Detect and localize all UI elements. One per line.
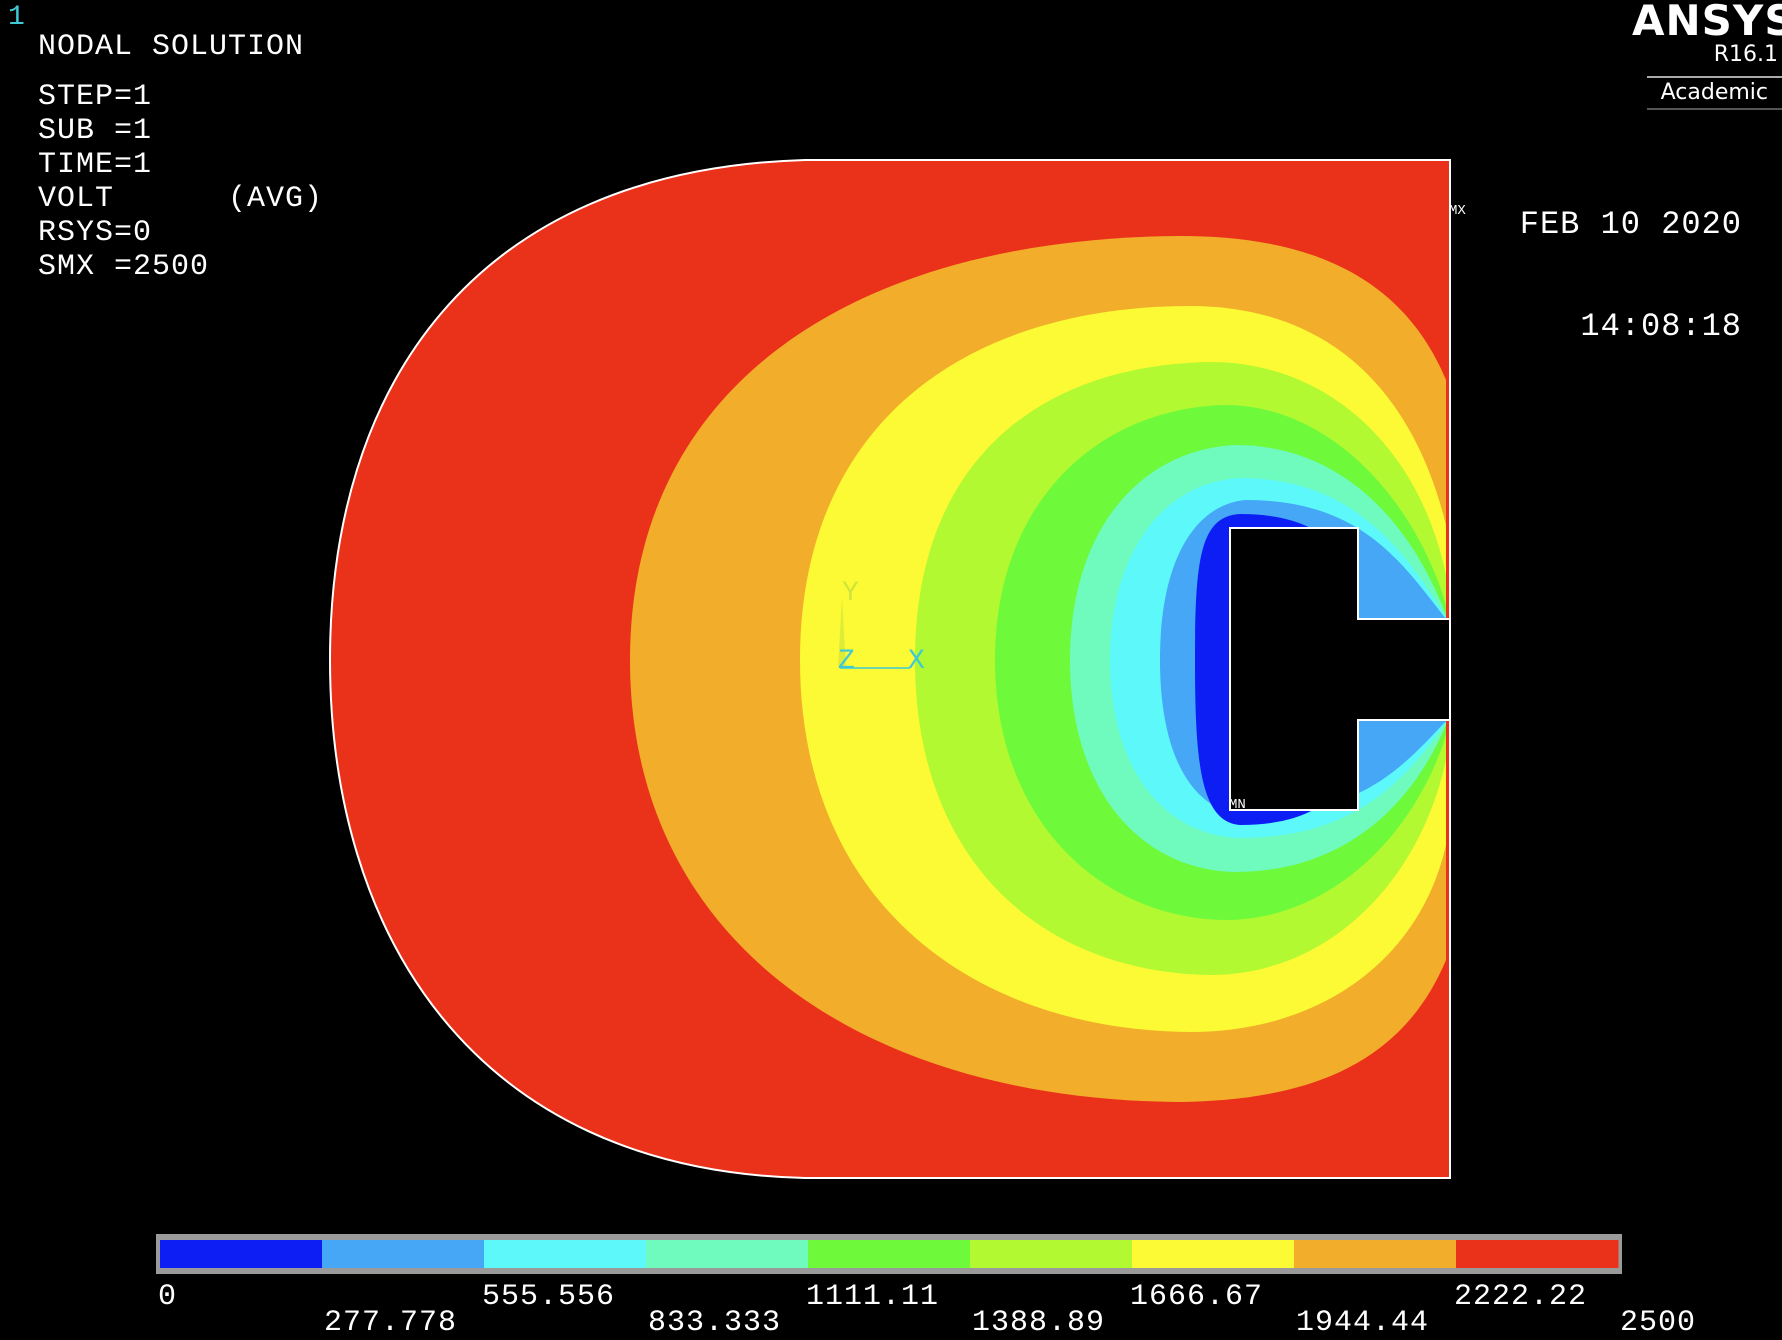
info-line: VOLT (AVG) (38, 182, 324, 216)
timestamp: FEB 10 2020 14:08:18 (1520, 140, 1742, 378)
legend-label-lower: 2500 (1620, 1306, 1697, 1340)
legend-label-upper: 555.556 (482, 1280, 616, 1314)
window-number: 1 (8, 2, 25, 33)
time-text: 14:08:18 (1580, 308, 1742, 345)
legend-label-lower: 1944.44 (1296, 1306, 1430, 1340)
legend-swatch (484, 1240, 647, 1268)
max-marker: MX (1449, 203, 1466, 219)
legend-swatch (970, 1240, 1133, 1268)
solution-info: NODAL SOLUTION STEP=1 SUB =1 TIME=1 VOLT (A… (38, 30, 323, 284)
brand-name: ANSYS (1632, 0, 1782, 45)
date-text: FEB 10 2020 (1519, 206, 1742, 243)
legend-swatches (160, 1240, 1619, 1268)
info-line: STEP=1 (38, 80, 153, 114)
info-line: SMX =2500 (38, 250, 210, 284)
info-line: NODAL SOLUTION (38, 30, 305, 64)
info-line (38, 64, 323, 80)
edge-band-top (1370, 590, 1446, 622)
legend-label-upper: 2222.22 (1454, 1280, 1588, 1314)
domain-outline (328, 159, 1451, 1179)
legend-swatch (1456, 1240, 1619, 1268)
triad-y-label: Y (842, 578, 859, 609)
legend-swatch (160, 1240, 323, 1268)
ansys-logo: ANSYS R16.1 Academic (1632, 0, 1782, 110)
brand-version: R16.1 (1713, 42, 1778, 67)
triad-z-label: Z (838, 646, 855, 677)
info-line: SUB =1 (38, 114, 153, 148)
triad-x-label: X (908, 646, 925, 677)
legend-label-upper: 1111.11 (806, 1280, 940, 1314)
edge-band-bottom (1370, 718, 1446, 750)
brand-edition: Academic (1646, 76, 1782, 110)
legend-label-lower: 277.778 (324, 1306, 458, 1340)
info-line: RSYS=0 (38, 216, 153, 250)
triad-y-axis (838, 598, 846, 668)
legend-swatch (646, 1240, 809, 1268)
min-marker: MN (1229, 797, 1246, 813)
legend-swatch (808, 1240, 971, 1268)
info-line: TIME=1 (38, 148, 153, 182)
legend-label-upper: 0 (158, 1280, 178, 1314)
legend-swatch (322, 1240, 485, 1268)
legend-label-lower: 1388.89 (972, 1306, 1106, 1340)
legend-label-upper: 1666.67 (1130, 1280, 1264, 1314)
legend-label-lower: 833.333 (648, 1306, 782, 1340)
legend-swatch (1294, 1240, 1457, 1268)
legend-swatch (1132, 1240, 1295, 1268)
